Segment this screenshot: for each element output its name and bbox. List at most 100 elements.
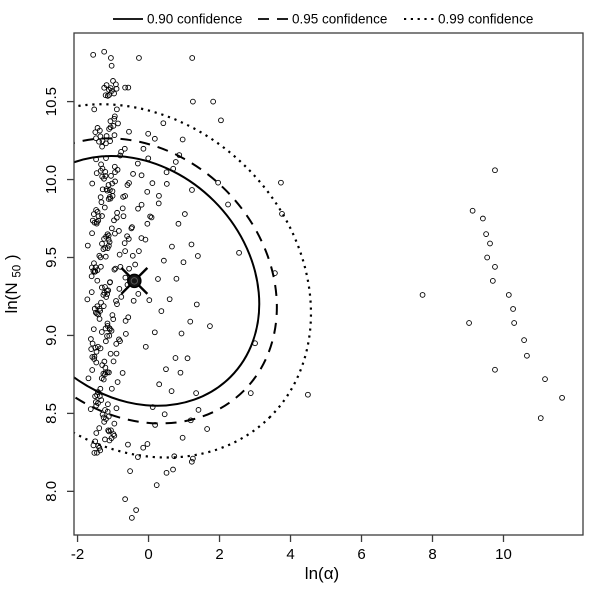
scatter-point	[122, 318, 129, 324]
scatter-point	[193, 301, 200, 308]
scatter-point	[107, 138, 113, 145]
scatter-point	[112, 265, 119, 272]
scatter-point	[113, 341, 120, 347]
y-axis-label-sub: 50	[12, 265, 24, 278]
x-tick-label: 6	[357, 546, 365, 563]
scatter-point	[126, 180, 132, 186]
scatter-point	[524, 352, 530, 359]
scatter-point	[184, 355, 191, 362]
scatter-point	[487, 240, 493, 247]
scatter-point	[110, 123, 117, 129]
x-axis-label: ln(α)	[305, 564, 339, 583]
scatter-point	[112, 230, 118, 237]
legend-label-099: 0.99 confidence	[438, 12, 533, 27]
scatter-point	[101, 419, 108, 425]
scatter-point	[135, 454, 141, 460]
scatter-point	[118, 294, 125, 300]
scatter-point	[145, 155, 152, 162]
scatter-point	[114, 301, 120, 307]
scatter-point	[94, 208, 101, 215]
scatter-point	[97, 308, 104, 314]
scatter-point	[108, 172, 114, 179]
y-axis-label: ln(N 50 )	[2, 254, 25, 313]
scatter-point	[126, 128, 132, 135]
scatter-point	[148, 214, 155, 221]
scatter-point	[180, 259, 187, 266]
scatter-point	[84, 296, 91, 303]
x-tick-label: 10	[495, 546, 512, 563]
x-tick-label: 8	[428, 546, 436, 563]
scatter-point	[91, 268, 98, 275]
scatter-point	[177, 369, 184, 376]
scatter-point	[505, 292, 512, 298]
scatter-point	[101, 358, 108, 365]
scatter-point	[103, 338, 109, 345]
scatter-point	[163, 181, 170, 187]
scatter-point	[101, 48, 108, 55]
scatter-point	[95, 217, 102, 224]
scatter-point	[106, 126, 112, 132]
scatter-point	[175, 220, 182, 227]
scatter-point	[484, 254, 491, 261]
scatter-point	[168, 388, 175, 394]
scatter-point	[187, 417, 194, 424]
scatter-point	[106, 239, 113, 246]
scatter-point	[136, 248, 142, 254]
scatter-point	[117, 152, 124, 159]
scatter-point	[125, 236, 132, 242]
scatter-point	[108, 55, 114, 61]
scatter-point	[153, 482, 160, 488]
scatter-point	[279, 210, 285, 217]
scatter-point	[169, 243, 175, 250]
scatter-point	[114, 106, 120, 113]
scatter-point	[92, 344, 99, 351]
y-tick-label: 10.5	[43, 87, 60, 116]
scatter-point	[98, 263, 104, 270]
scatter-point	[106, 332, 113, 339]
scatter-point	[104, 333, 110, 339]
x-tick-label: -2	[71, 546, 84, 563]
scatter-point	[96, 444, 103, 451]
scatter-point	[111, 132, 118, 139]
scatter-point	[108, 385, 115, 392]
y-tick-label: 8.5	[43, 403, 60, 424]
scatter-point	[94, 449, 100, 456]
scatter-point	[193, 390, 199, 396]
scatter-point	[138, 172, 145, 179]
scatter-point	[114, 214, 120, 221]
scatter-point	[102, 168, 109, 175]
scatter-point	[119, 370, 126, 376]
scatter-point	[103, 82, 110, 88]
scatter-point	[95, 400, 101, 407]
scatter-point	[110, 78, 116, 84]
scatter-point	[117, 264, 124, 270]
y-axis-ticks: 8.0 8.5 9.0 9.5 10.0 10.5	[43, 87, 74, 502]
y-tick-label: 9.5	[43, 247, 60, 268]
scatter-point	[136, 55, 142, 61]
scatter-point	[179, 434, 186, 441]
scatter-point	[149, 180, 156, 186]
legend-label-095: 0.95 confidence	[292, 12, 387, 27]
scatter-point	[115, 120, 121, 127]
scatter-point	[91, 450, 98, 456]
scatter-point	[94, 267, 101, 273]
scatter-point	[537, 415, 544, 421]
scatter-point	[88, 289, 95, 295]
scatter-point	[483, 231, 489, 237]
scatter-point	[100, 303, 107, 309]
scatter-point	[107, 124, 114, 131]
scatter-point	[204, 426, 210, 432]
x-tick-label: 4	[286, 546, 294, 563]
y-axis-label-main: ln(N	[2, 282, 21, 313]
scatter-point	[104, 369, 111, 376]
scatter-point	[90, 51, 97, 58]
scatter-point	[103, 155, 109, 161]
scatter-point	[124, 233, 130, 240]
scatter-point	[116, 228, 122, 234]
scatter-point	[210, 98, 216, 105]
scatter-point	[93, 348, 100, 355]
scatter-point	[166, 296, 173, 303]
scatter-point	[120, 213, 127, 220]
scatter-point	[172, 355, 179, 361]
